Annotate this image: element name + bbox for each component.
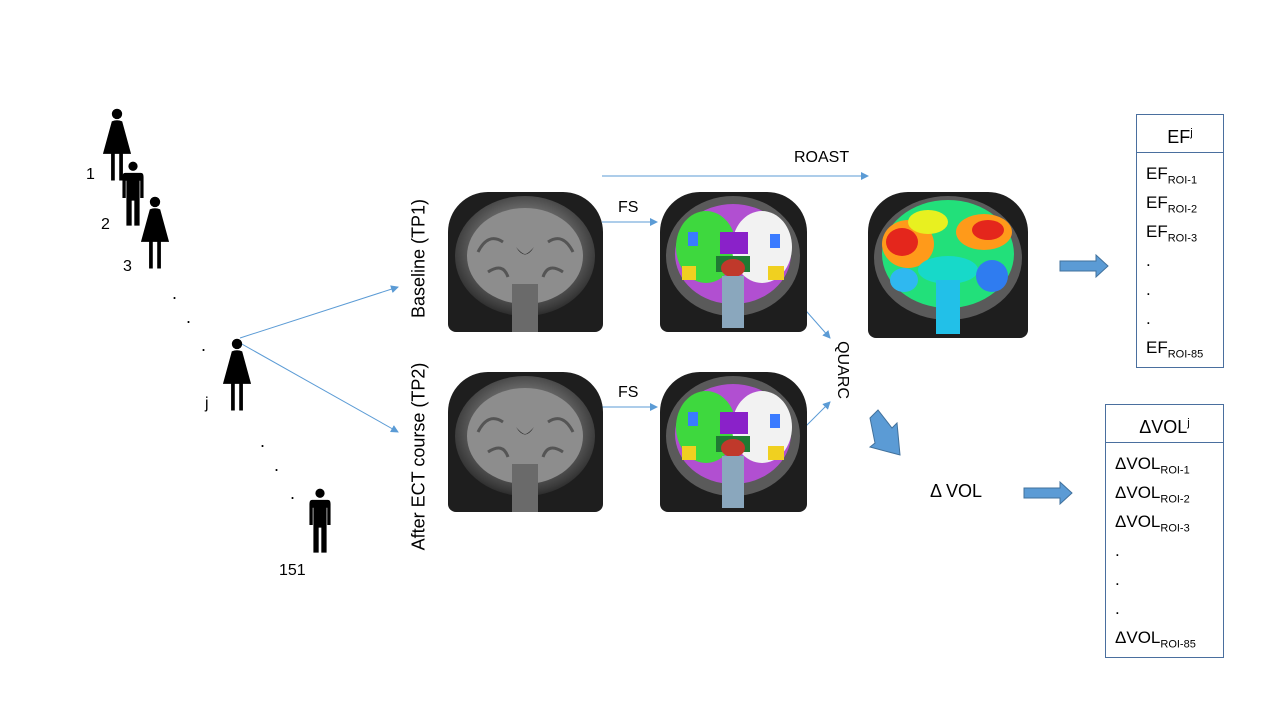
ef-row: . xyxy=(1146,280,1151,299)
ellipsis-dot: . xyxy=(186,307,192,327)
segmentation-followup-image xyxy=(660,372,807,512)
delta-vol-table: ΔVOLj ΔVOLROI-1 ΔVOLROI-2 ΔVOLROI-3 . . … xyxy=(1105,404,1224,658)
ef-table-header: EFj xyxy=(1137,115,1223,153)
patient-label-151: 151 xyxy=(279,562,306,579)
delta-vol-table-header: ΔVOLj xyxy=(1106,405,1223,443)
ef-row: EFROI-2 xyxy=(1146,193,1198,216)
ellipsis-dot: . xyxy=(274,455,280,475)
arrow-j-to-baseline xyxy=(239,285,399,339)
ef-row: . xyxy=(1146,251,1151,270)
followup-label: After ECT course (TP2) xyxy=(408,362,429,551)
patient-icon-151 xyxy=(304,488,336,554)
delta-vol-row: . xyxy=(1115,599,1120,618)
ef-table: EFj EFROI-1 EFROI-2 EFROI-3 . . . EFROI-… xyxy=(1136,114,1224,368)
delta-vol-row: . xyxy=(1115,570,1120,589)
ef-row: EFROI-1 xyxy=(1146,164,1198,187)
arrow-j-to-followup xyxy=(239,342,399,433)
delta-vol-row: . xyxy=(1115,541,1120,560)
patient-icon-j xyxy=(220,338,254,412)
ellipsis-dot: . xyxy=(290,483,296,503)
block-arrow-ef xyxy=(1059,253,1109,279)
ellipsis-dot: . xyxy=(201,335,207,355)
block-arrow-quarc-to-vol xyxy=(868,409,901,456)
delta-vol-row: ΔVOLROI-2 xyxy=(1115,483,1190,506)
delta-vol-row: ΔVOLROI-85 xyxy=(1115,628,1196,651)
ef-row: EFROI-85 xyxy=(1146,338,1204,361)
ef-row: . xyxy=(1146,309,1151,328)
patient-icon-3 xyxy=(138,196,172,270)
ellipsis-dot: . xyxy=(260,431,266,451)
electric-field-image xyxy=(868,192,1028,338)
quarc-label: QUARC xyxy=(834,341,851,399)
patient-label-j: j xyxy=(205,395,209,412)
patient-label-1: 1 xyxy=(86,166,95,183)
delta-vol-label: Δ VOL xyxy=(930,481,983,501)
mri-baseline-image xyxy=(448,192,603,332)
mri-followup-image xyxy=(448,372,603,512)
delta-vol-row: ΔVOLROI-1 xyxy=(1115,454,1190,477)
patient-label-2: 2 xyxy=(101,216,110,233)
roast-label: ROAST xyxy=(794,149,850,166)
baseline-label: Baseline (TP1) xyxy=(408,198,429,319)
fs-label-bottom: FS xyxy=(618,384,639,401)
fs-label-top: FS xyxy=(618,199,639,216)
delta-vol-row: ΔVOLROI-3 xyxy=(1115,512,1190,535)
segmentation-baseline-image xyxy=(660,192,807,332)
ef-row: EFROI-3 xyxy=(1146,222,1198,245)
block-arrow-vol xyxy=(1023,480,1073,506)
ellipsis-dot: . xyxy=(172,283,178,303)
patient-label-3: 3 xyxy=(123,258,132,275)
